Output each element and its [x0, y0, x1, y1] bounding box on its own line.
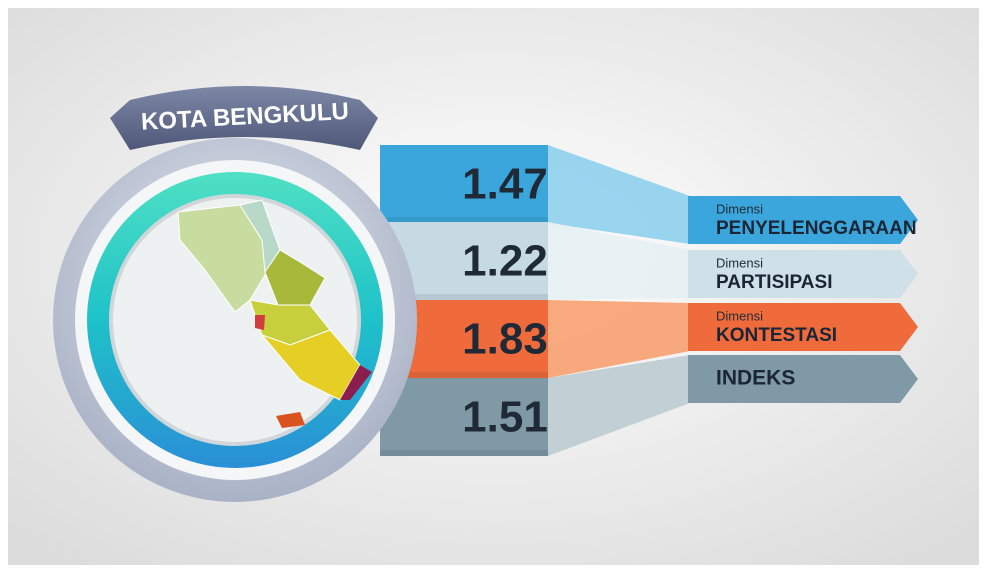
label: INDEKS [716, 367, 795, 390]
label: PENYELENGGARAAN [716, 218, 917, 239]
label-bar [688, 196, 918, 244]
map-region [255, 315, 265, 330]
value-shade [380, 294, 548, 300]
label-bar [688, 303, 918, 351]
label-bar [688, 355, 918, 403]
map-disc [109, 194, 361, 446]
connector [548, 300, 690, 378]
label-prefix: Dimensi [716, 201, 763, 216]
value-shade [380, 372, 548, 378]
label-prefix: Dimensi [716, 308, 763, 323]
value: 1.51 [462, 393, 548, 442]
map-region [340, 365, 372, 400]
value-box [380, 145, 548, 223]
value: 1.22 [462, 237, 548, 286]
label-bar [688, 250, 918, 298]
island [276, 412, 305, 428]
value: 1.83 [462, 315, 548, 364]
title-ribbon [110, 86, 378, 150]
connector [548, 355, 690, 456]
connector [548, 222, 690, 300]
rows: 1.47 Dimensi PENYELENGGARAAN 1.22 Dimensi PAR… [380, 145, 918, 456]
value-box [380, 378, 548, 456]
map [177, 199, 372, 428]
connector [548, 145, 690, 244]
label: PARTISIPASI [716, 272, 832, 293]
label-prefix: Dimensi [716, 255, 763, 270]
value-shade [380, 450, 548, 456]
value: 1.47 [462, 160, 548, 209]
label: KONTESTASI [716, 325, 837, 346]
value-shade [380, 217, 548, 223]
